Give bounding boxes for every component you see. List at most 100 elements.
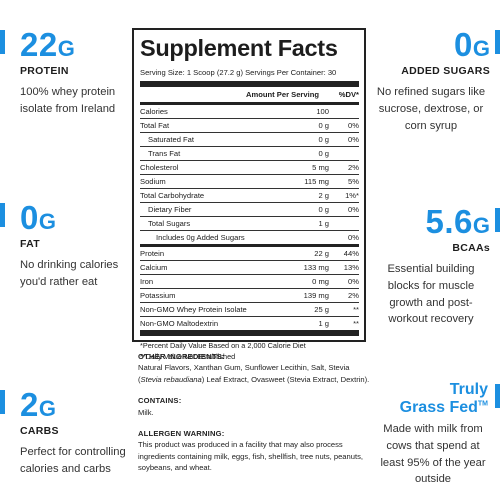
facts-row-amount: 0 g	[318, 134, 329, 144]
footnote-not-established: **Daily Value Not Established	[140, 351, 236, 361]
supplement-facts-panel: Supplement Facts Serving Size: 1 Scoop (…	[132, 28, 366, 361]
facts-row-dv: 0%	[348, 232, 359, 242]
facts-row: Iron 0 mg 0%	[140, 273, 359, 288]
facts-row-name: Dietary Fiber	[148, 204, 192, 214]
facts-row-name: Saturated Fat	[148, 134, 195, 144]
facts-row-amount: 1 g	[318, 218, 329, 228]
facts-row-name: Iron	[140, 276, 154, 286]
stat-protein-label: PROTEIN	[20, 65, 69, 77]
stat-sugars-value: 0G	[454, 26, 490, 63]
facts-row-amount: 133 mg	[303, 262, 329, 272]
stat-fat-label: FAT	[20, 238, 40, 250]
facts-row-name: Potassium	[140, 290, 176, 300]
stat-carbs-label: CARBS	[20, 425, 59, 437]
facts-row: Non-GMO Whey Protein Isolate 25 g **	[140, 301, 359, 316]
facts-row-name: Calories	[140, 106, 168, 116]
facts-row-name: Non-GMO Whey Protein Isolate	[140, 304, 247, 314]
facts-row-amount: 2 g	[318, 190, 329, 200]
facts-row-dv: 0%	[348, 134, 359, 144]
stat-carbs-desc: Perfect for controlling calories and car…	[20, 446, 126, 475]
facts-row: Protein 22 g 44%	[140, 243, 359, 260]
facts-row-dv: 13%	[343, 262, 359, 272]
facts-row-amount: 0 mg	[312, 276, 329, 286]
grass-fed-desc: Made with milk from cows that spend at l…	[380, 423, 486, 486]
stat-sugars-label: ADDED SUGARS	[401, 65, 490, 77]
footnote-dv: *Percent Daily Value Based on a 2,000 Ca…	[140, 340, 306, 350]
facts-row: Total Sugars 1 g	[140, 215, 359, 230]
facts-row: Calories 100	[140, 105, 359, 118]
facts-row-amount: 5 mg	[312, 162, 329, 172]
stat-fat-desc: No drinking calories you'd rather eat	[20, 259, 119, 288]
stat-protein: 22G PROTEIN 100% whey protein isolate fr…	[20, 28, 130, 118]
facts-row-name: Non-GMO Maltodextrin	[140, 318, 219, 328]
stat-protein-desc: 100% whey protein isolate from Ireland	[20, 86, 116, 115]
facts-row-dv: 5%	[348, 176, 359, 186]
facts-row-amount: 115 mg	[304, 176, 329, 186]
facts-row-dv: 2%	[348, 162, 359, 172]
facts-row-name: Total Carbohydrate	[140, 190, 205, 200]
facts-row-name: Includes 0g Added Sugars	[156, 232, 245, 242]
facts-row-dv: 0%	[348, 120, 359, 130]
serving-info: Serving Size: 1 Scoop (27.2 g) Servings …	[140, 68, 359, 87]
facts-row-name: Trans Fat	[148, 148, 181, 158]
facts-row-dv: 1%*	[345, 190, 359, 200]
facts-row-amount: 1 g	[318, 318, 329, 328]
facts-row: Potassium 139 mg 2%	[140, 287, 359, 302]
facts-row: Includes 0g Added Sugars 0%	[140, 229, 359, 244]
stat-fat: 0G FAT No drinking calories you'd rather…	[20, 201, 130, 291]
facts-row-name: Cholesterol	[140, 162, 179, 172]
accent-bar-grassfed	[495, 384, 500, 408]
accent-bar-fat	[0, 203, 5, 227]
other-ingredients-text: Natural Flavors, Xanthan Gum, Sunflower …	[138, 363, 370, 384]
amount-per-serving-header: Amount Per Serving	[246, 89, 319, 99]
facts-row-name: Total Fat	[140, 120, 170, 130]
facts-row-amount: 0 g	[318, 148, 329, 158]
allergen-text: This product was produced in a facility …	[138, 440, 363, 473]
facts-rows: Calories 100 Total Fat 0 g 0% Saturated Fat 0 …	[140, 105, 359, 330]
facts-row: Total Fat 0 g 0%	[140, 117, 359, 132]
facts-row-dv: 0%	[348, 204, 359, 214]
facts-row-name: Total Sugars	[148, 218, 191, 228]
accent-bar-carbs	[0, 390, 5, 414]
supplement-facts-title: Supplement Facts	[140, 35, 338, 61]
facts-row-name: Calcium	[140, 262, 168, 272]
ingredients-block: OTHER INGREDIENTS: Natural Flavors, Xant…	[138, 351, 370, 474]
facts-row: Sodium 115 mg 5%	[140, 173, 359, 188]
stat-carbs: 2G CARBS Perfect for controlling calorie…	[20, 388, 130, 478]
facts-row-dv: 2%	[348, 290, 359, 300]
stat-bcaas-value: 5.6G	[425, 203, 491, 240]
contains-heading: CONTAINS:	[138, 396, 182, 406]
facts-row: Total Carbohydrate 2 g 1%*	[140, 187, 359, 202]
facts-footnotes: *Percent Daily Value Based on a 2,000 Ca…	[140, 329, 359, 363]
facts-row-amount: 25 g	[314, 304, 329, 314]
facts-row-dv: 44%	[343, 248, 359, 258]
facts-row-name: Protein	[140, 248, 165, 258]
facts-row-amount: 0 g	[318, 204, 329, 214]
facts-row-amount: 139 mg	[303, 290, 329, 300]
facts-row-name: Sodium	[140, 176, 166, 186]
accent-bar-sugars	[495, 30, 500, 54]
stat-bcaas-desc: Essential building blocks for muscle gro…	[387, 263, 475, 326]
facts-row: Cholesterol 5 mg 2%	[140, 159, 359, 174]
grass-fed-heading: Truly Grass FedTM	[399, 381, 488, 416]
facts-row: Calcium 133 mg 13%	[140, 259, 359, 274]
facts-row-dv: **	[353, 304, 359, 314]
facts-row-amount: 22 g	[314, 248, 329, 258]
facts-row-dv: **	[353, 318, 359, 328]
stat-protein-value: 22G	[20, 26, 75, 63]
stat-sugars-desc: No refined sugars like sucrose, dextrose…	[376, 86, 486, 132]
facts-row: Saturated Fat 0 g 0%	[140, 131, 359, 146]
stat-bcaas-label: BCAAs	[452, 242, 490, 254]
stat-bcaas: 5.6G BCAAs Essential building blocks for…	[372, 205, 490, 328]
stat-fat-value: 0G	[20, 199, 56, 236]
contains-text: Milk.	[138, 407, 154, 417]
other-ingredients-heading: OTHER INGREDIENTS:	[138, 352, 225, 361]
accent-bar-bcaas	[495, 208, 500, 232]
stat-added-sugars: 0G ADDED SUGARS No refined sugars like s…	[372, 28, 490, 134]
dv-header: %DV*	[338, 89, 359, 99]
facts-row: Trans Fat 0 g	[140, 145, 359, 160]
trademark-mark: TM	[477, 400, 488, 408]
accent-bar-protein	[0, 30, 5, 54]
allergen-heading: ALLERGEN WARNING:	[138, 428, 225, 438]
facts-row-amount: 100	[316, 106, 329, 116]
